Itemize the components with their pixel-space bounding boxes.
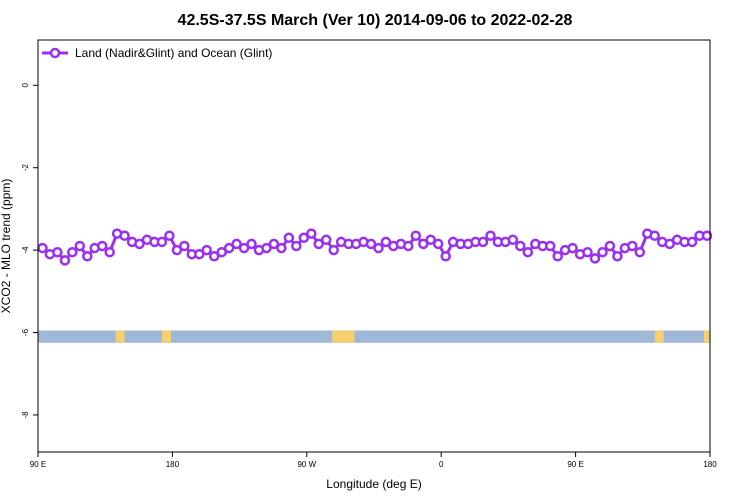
data-point (164, 230, 175, 241)
data-point (477, 236, 489, 248)
data-point (515, 240, 526, 252)
y-tick-label: -4 (21, 246, 30, 254)
data-point (627, 240, 638, 252)
data-point (582, 246, 593, 258)
data-point (686, 236, 698, 248)
plot-frame (37, 39, 711, 453)
data-point (59, 255, 71, 266)
data-point (664, 238, 675, 250)
y-axis-label: XCO2 - MLO trend (ppm) (0, 179, 13, 314)
data-point (261, 242, 272, 254)
legend-label: Land (Nadir&Glint) and Ocean (Glint) (75, 46, 272, 60)
y-tick-label: 0 (21, 83, 30, 88)
data-point (179, 240, 190, 252)
data-point (276, 242, 287, 254)
data-point (74, 240, 86, 252)
data-point (552, 251, 563, 262)
series-markers (37, 228, 713, 266)
data-point (216, 246, 227, 258)
data-point (298, 232, 310, 244)
x-tick-label: 180 (166, 460, 180, 469)
data-point (612, 251, 623, 262)
data-point (171, 244, 183, 256)
data-point (410, 230, 422, 241)
data-point (283, 232, 295, 244)
data-point (291, 240, 302, 252)
data-point (223, 242, 235, 254)
data-point (365, 238, 377, 250)
y-axis: 0 -2 -4 -6 -8 (21, 83, 38, 419)
data-point (403, 240, 414, 252)
land-segment (161, 330, 171, 343)
data-point (37, 242, 48, 254)
data-point (156, 236, 168, 248)
x-tick-label: 90 E (567, 460, 583, 469)
data-point (246, 238, 257, 250)
data-point (104, 246, 115, 258)
x-tick-label: 90 E (30, 460, 46, 469)
land-segment (704, 330, 710, 343)
data-point (589, 253, 601, 264)
y-tick-label: -2 (21, 164, 30, 172)
data-point (507, 234, 519, 246)
ocean-band (38, 330, 710, 343)
legend: Land (Nadir&Glint) and Ocean (Glint) (42, 46, 272, 60)
data-point (320, 234, 332, 246)
data-point (634, 246, 646, 258)
data-point (432, 238, 444, 250)
data-point (238, 242, 250, 254)
data-point (373, 242, 384, 254)
data-point (119, 230, 130, 241)
data-point (208, 251, 220, 262)
data-point (194, 248, 205, 260)
data-point (67, 246, 78, 258)
data-point (96, 240, 108, 252)
data-point (134, 238, 145, 250)
data-point (567, 242, 578, 254)
data-point (701, 230, 713, 241)
data-point (52, 246, 63, 258)
x-tick-label: 90 W (297, 460, 316, 469)
data-point (380, 236, 392, 248)
chart-title: 42.5S-37.5S March (Ver 10) 2014-09-06 to… (178, 12, 573, 29)
data-point (440, 251, 451, 262)
data-point (485, 230, 496, 241)
land-segment (115, 330, 125, 343)
land-segment (332, 330, 355, 343)
data-point (418, 238, 429, 250)
data-point (82, 251, 93, 262)
x-axis-label: Longitude (deg E) (326, 477, 421, 491)
data-point (328, 244, 339, 256)
data-point (649, 230, 660, 241)
x-tick-label: 180 (703, 460, 717, 469)
legend-marker-swatch (49, 47, 61, 59)
y-tick-label: -6 (21, 328, 30, 336)
data-point (425, 234, 436, 246)
data-point (313, 238, 324, 250)
land-segment (654, 330, 664, 343)
data-point (522, 246, 534, 258)
data-point (268, 238, 280, 250)
data-point (306, 228, 317, 239)
x-tick-label: 0 (439, 460, 444, 469)
x-axis: 90 E 180 90 W 0 90 E 180 (30, 452, 717, 469)
data-point (201, 244, 212, 256)
y-tick-label: -8 (21, 411, 30, 419)
data-point (597, 246, 608, 258)
data-point (604, 240, 616, 252)
data-point (231, 238, 242, 250)
surface-band (38, 330, 710, 343)
data-point (544, 240, 556, 252)
